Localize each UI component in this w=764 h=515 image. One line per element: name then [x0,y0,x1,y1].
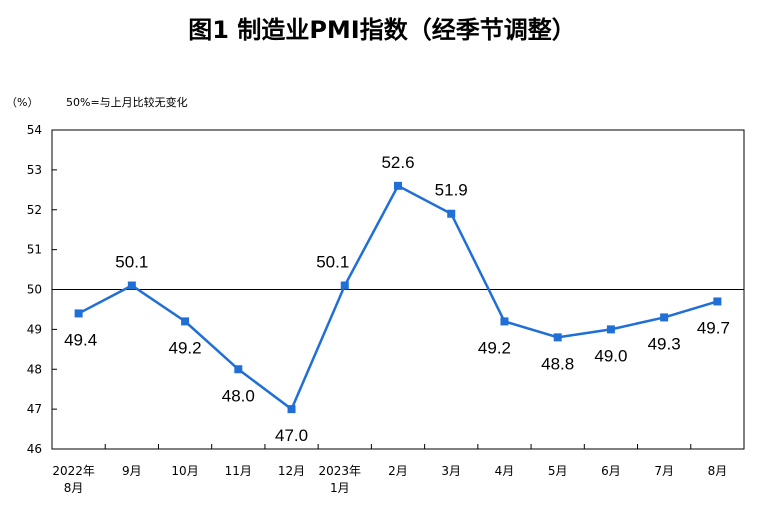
data-point [660,313,669,322]
x-tick-label: 4月 [495,464,515,478]
y-tick-label: 53 [27,163,42,177]
data-label: 50.1 [316,253,349,272]
y-tick-label: 51 [27,243,42,257]
data-label: 51.9 [435,181,468,200]
data-point [340,281,349,290]
data-point [74,309,83,318]
x-tick-label: 9月 [122,464,142,478]
x-tick-label: 12月 [278,464,305,478]
data-label: 49.7 [697,318,730,337]
data-point [234,365,243,374]
x-tick-label: 2023年 [318,464,361,478]
y-tick-label: 49 [27,322,42,336]
x-tick-label: 10月 [171,464,198,478]
x-tick-label: 6月 [601,464,621,478]
x-tick-label: 3月 [441,464,461,478]
y-tick-label: 50 [27,283,42,297]
x-tick-label: 8月 [708,464,728,478]
data-label: 50.1 [115,253,148,272]
data-label: 49.4 [64,330,97,349]
x-tick-label: 8月 [64,481,84,495]
data-point [181,317,190,326]
y-tick-label: 46 [27,442,42,456]
data-label: 49.0 [594,346,627,365]
y-tick-label: 47 [27,402,42,416]
x-tick-label: 5月 [548,464,568,478]
x-tick-label: 1月 [330,481,350,495]
data-point [127,281,136,290]
y-axis-unit-label: （%） [6,96,38,109]
data-label: 48.0 [222,386,255,405]
x-tick-label: 2月 [388,464,408,478]
data-point [287,405,296,414]
x-tick-label: 2022年 [52,464,95,478]
data-point [500,317,509,326]
chart-title: 图1 制造业PMI指数（经季节调整） [188,16,576,44]
y-tick-label: 52 [27,203,42,217]
data-point [713,297,722,306]
data-point [447,209,456,218]
data-label: 47.0 [275,426,308,445]
data-label: 49.2 [169,338,202,357]
series-line [78,184,718,412]
x-tick-label: 11月 [225,464,252,478]
data-label: 48.8 [541,354,574,373]
x-tick-label: 7月 [654,464,674,478]
data-label: 49.3 [648,334,681,353]
data-point [606,325,615,334]
data-label: 49.2 [478,338,511,357]
reference-note: 50%=与上月比较无变化 [66,95,188,109]
data-point [553,333,562,342]
data-point [394,181,402,190]
data-label: 52.6 [381,153,414,172]
y-tick-label: 48 [27,362,42,376]
y-tick-label: 54 [27,123,42,137]
